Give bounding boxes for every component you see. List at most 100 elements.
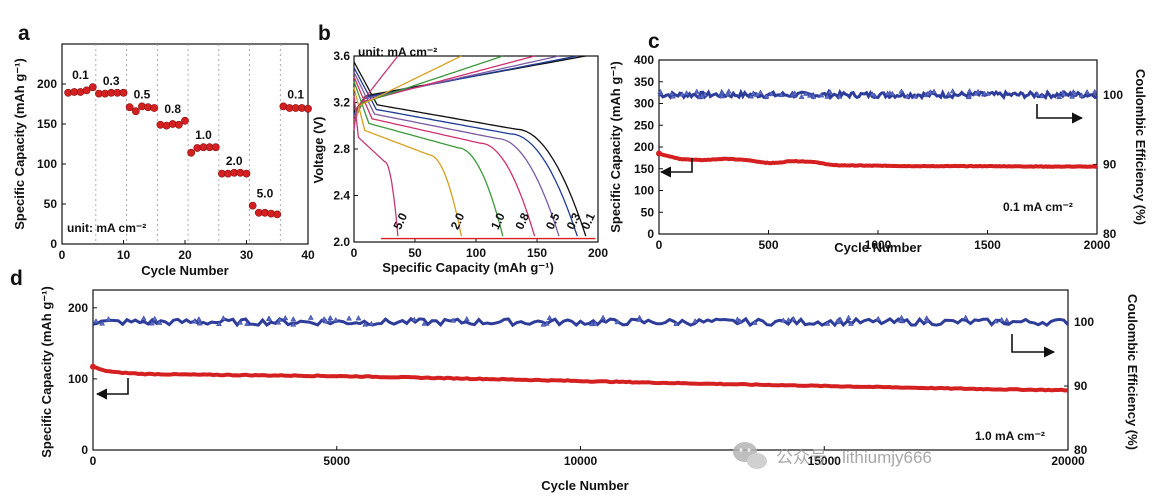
panel-d-ce-point xyxy=(736,317,743,324)
panel-d-ce-point xyxy=(600,314,606,320)
panel-c-ce-point xyxy=(912,93,919,99)
panel-d-ce-point xyxy=(421,320,428,326)
panel-d-xlabel: Cycle Number xyxy=(541,478,628,493)
panel-d-ce-point xyxy=(592,320,599,326)
panel-a-point xyxy=(125,103,134,112)
panel-d-ce-point xyxy=(105,316,112,322)
panel-a-ytick-label: 150 xyxy=(37,117,57,131)
panel-c-ce-point xyxy=(748,93,755,99)
panel-c-ytick-left-label: 400 xyxy=(634,53,654,67)
panel-d-ce-point xyxy=(692,318,699,324)
panel-a-ylabel: Specific Capacity (mAh g⁻¹) xyxy=(12,58,27,230)
panel-b-curve-label: 0.3 xyxy=(564,210,584,231)
panel-a-rate-label: 2.0 xyxy=(226,154,243,168)
panel-d-ce-point xyxy=(346,315,352,321)
panel-c-plot: 0 500 1000 1500 2000 0 50 100 150 200 250 300 350 400… xyxy=(608,53,1148,255)
panel-c-ce-point xyxy=(668,90,675,96)
panel-a-xtick-label: 10 xyxy=(117,248,131,262)
panel-d-xtick-label: 15000 xyxy=(808,454,842,468)
panel-c-ce-point xyxy=(1056,93,1063,100)
panel-d-ce-point xyxy=(546,314,553,321)
panel-b-xtick-label: 100 xyxy=(466,246,486,260)
panel-b-xtick-label: 0 xyxy=(351,246,358,260)
panel-c-ce-point xyxy=(768,90,775,97)
panel-c-ytick-left-label: 0 xyxy=(647,227,654,241)
panel-d-ce-point xyxy=(244,320,251,326)
panel-c-ce-point xyxy=(724,90,731,97)
panel-a-rate-label: 0.1 xyxy=(287,87,304,101)
panel-d-ce-point xyxy=(751,319,758,325)
panel-d-ce-point xyxy=(540,321,547,327)
panel-d-ce-point xyxy=(332,316,339,323)
panel-d-ytick-right-label: 80 xyxy=(1074,443,1088,457)
panel-d-ce-point xyxy=(355,315,362,321)
panel-d-ce-point xyxy=(156,319,163,325)
wechat-icon xyxy=(733,442,767,469)
panel-a-point xyxy=(88,83,97,92)
panel-d-ylabel-left: Specific Capacity (mAh g⁻¹) xyxy=(39,286,54,458)
panel-d-ce-point xyxy=(282,314,289,321)
panel-d-ce-point xyxy=(785,317,792,323)
panel-a-rate-label: 0.8 xyxy=(164,102,181,116)
panel-b-xtick-label: 150 xyxy=(527,246,547,260)
panel-b-discharge-curve xyxy=(353,95,399,237)
panel-c-ce-point xyxy=(985,90,991,96)
panel-d-ce-point xyxy=(992,318,999,324)
panel-a-point xyxy=(82,86,91,95)
panel-c-ce-point xyxy=(898,88,905,94)
panel-c-capacity-line xyxy=(658,151,1098,169)
panel-a-unit-note: unit: mA cm⁻² xyxy=(67,221,146,235)
panel-b-discharge-curve xyxy=(353,61,587,237)
panel-d-ytick-right-label: 100 xyxy=(1074,315,1094,329)
panel-d-ce-point xyxy=(290,316,297,322)
panel-a-point xyxy=(242,169,251,178)
panel-a-xlabel: Cycle Number xyxy=(141,263,228,278)
panel-c-ce-point xyxy=(670,93,676,99)
panel-d-ce-point xyxy=(780,317,787,323)
panel-d-ce-arrow xyxy=(1011,334,1056,358)
panel-d-xtick-label: 10000 xyxy=(564,454,598,468)
panel-c-ce-point xyxy=(1034,91,1041,97)
panel-c-ce-point xyxy=(827,88,833,95)
panel-d-ce-point xyxy=(362,321,369,327)
panel-b-curve-label: 1.0 xyxy=(488,210,508,231)
panel-b-discharge-curve xyxy=(353,72,560,237)
panel-d-ce-point xyxy=(543,320,550,326)
panel-c-ce-point xyxy=(791,90,798,96)
panel-c-ce-point xyxy=(719,93,725,99)
panel-c-ytick-left-label: 200 xyxy=(634,140,654,154)
panel-c-ce-point xyxy=(810,93,817,99)
panel-d-ce-point xyxy=(845,314,852,320)
panel-c-ytick-right-label: 80 xyxy=(1103,227,1117,241)
panel-d-ce-point xyxy=(216,320,222,326)
panel-d-ce-point xyxy=(897,317,904,323)
panel-a-point xyxy=(181,116,189,125)
panel-b-ylabel: Voltage (V) xyxy=(311,117,326,184)
panel-a-point xyxy=(273,210,282,219)
panel-c-ce-point xyxy=(1069,93,1076,99)
panel-d-ce-point xyxy=(835,318,842,324)
panel-d-ce-point xyxy=(148,320,155,326)
panel-c-ce-point xyxy=(931,88,937,94)
panel-c-ce-point xyxy=(1091,88,1098,94)
panel-a-rate-label: 0.5 xyxy=(134,87,151,101)
panel-a-plot: 0 10 20 30 40 0 50 100 150 200 0.1 0.3 0.5 0.8 1.0 2.0… xyxy=(12,43,315,278)
panel-d-ce-point xyxy=(614,318,621,325)
panel-d-ce-point xyxy=(322,318,329,324)
panel-d-ytick-left-label: 200 xyxy=(68,301,88,315)
panel-d-ce-point xyxy=(99,320,106,326)
panel-c-ylabel-left: Specific Capacity (mAh g⁻¹) xyxy=(608,61,623,233)
panel-c-ce-point xyxy=(679,91,685,97)
panel-d-ce-point xyxy=(327,317,333,324)
panel-d-ce-point xyxy=(998,316,1005,323)
panel-a-ytick-label: 0 xyxy=(50,237,57,251)
panel-a-rate-label: 1.0 xyxy=(195,128,212,142)
panel-c-ce-point xyxy=(949,88,956,94)
panel-a-rate-label: 0.1 xyxy=(72,68,89,82)
panel-c-xtick-label: 500 xyxy=(758,238,778,252)
panel-c-letter: c xyxy=(648,30,660,53)
panel-d-ce-point xyxy=(220,315,227,321)
panel-b-plot: 0 50 100 150 200 2.0 2.4 2.8 3.2 3.6 5.0 2.0 1.0 0.8… xyxy=(311,45,608,275)
panel-c-ce-point xyxy=(1071,90,1078,96)
